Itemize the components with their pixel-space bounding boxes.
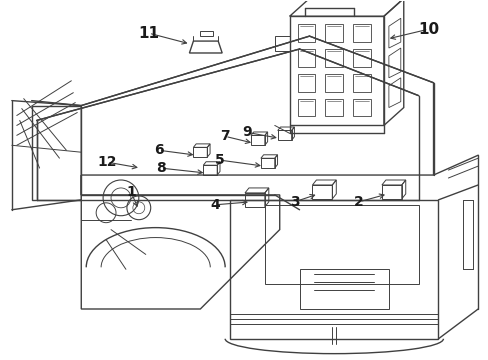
Bar	[325, 24, 343, 42]
Text: 7: 7	[220, 129, 229, 143]
Bar	[297, 24, 315, 42]
Text: 2: 2	[353, 195, 363, 209]
Text: 4: 4	[210, 198, 220, 212]
Bar	[297, 49, 315, 67]
Text: 1: 1	[126, 185, 136, 199]
Bar	[352, 49, 370, 67]
Bar	[352, 99, 370, 117]
Bar	[352, 24, 370, 42]
Text: 9: 9	[242, 125, 251, 139]
Text: 3: 3	[289, 195, 299, 209]
Text: 5: 5	[215, 153, 224, 167]
Bar	[297, 74, 315, 92]
Polygon shape	[81, 175, 279, 309]
Bar	[352, 74, 370, 92]
Text: 8: 8	[156, 161, 165, 175]
Bar	[297, 99, 315, 117]
Bar	[325, 49, 343, 67]
Text: 6: 6	[154, 143, 163, 157]
Text: 12: 12	[97, 155, 117, 169]
Text: 10: 10	[417, 22, 438, 37]
Text: 11: 11	[138, 26, 159, 41]
Bar	[325, 74, 343, 92]
Bar	[325, 99, 343, 117]
